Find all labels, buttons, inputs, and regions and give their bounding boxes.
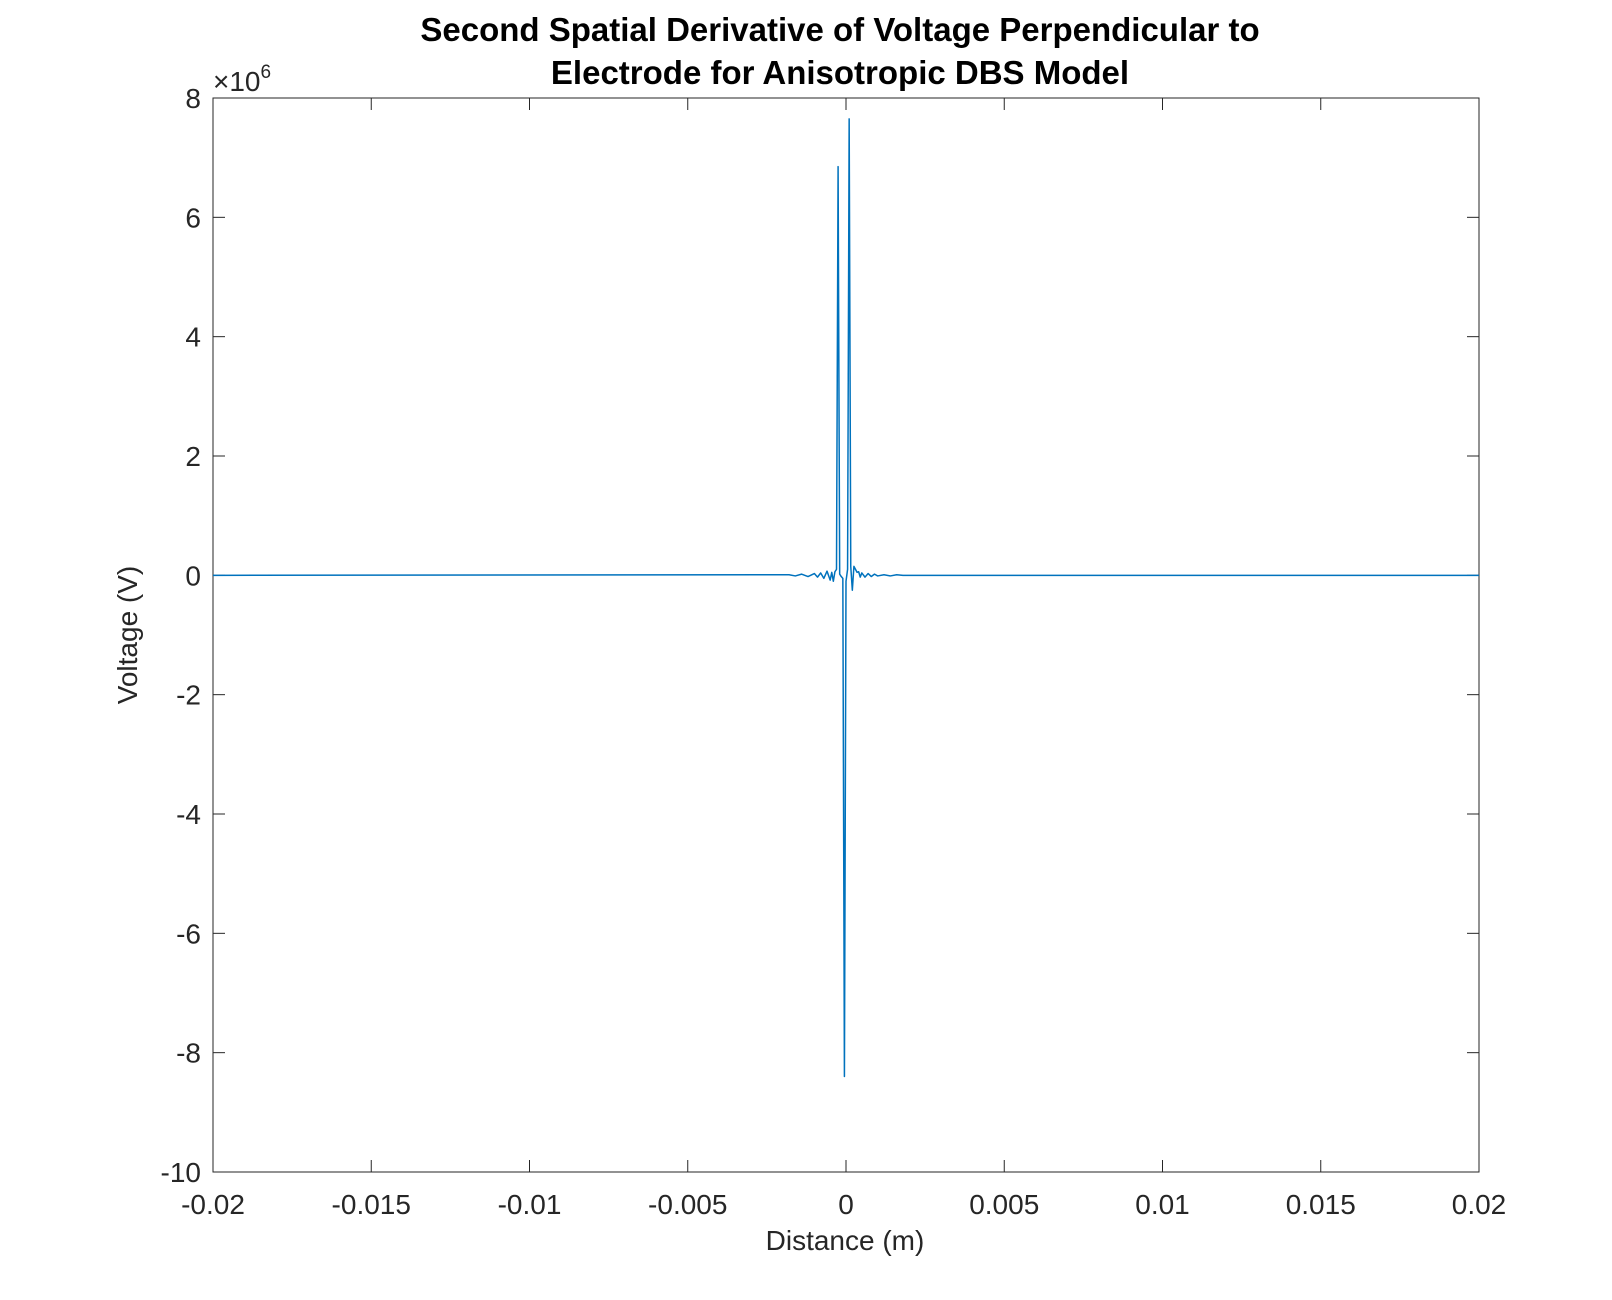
x-axis-label: Distance (m) [766, 1225, 925, 1256]
y-tick-label: 6 [185, 202, 201, 233]
x-tick-label: -0.01 [498, 1189, 562, 1220]
y-tick-label: 2 [185, 441, 201, 472]
chart-title-line-1: Second Spatial Derivative of Voltage Per… [420, 11, 1259, 48]
x-ticks: -0.02 -0.015 -0.01 -0.005 0 0.005 0.01 0.015 0.0… [181, 98, 1506, 1220]
y-axis-exponent-base: ×10 [213, 66, 261, 97]
x-tick-label: -0.005 [648, 1189, 727, 1220]
x-tick-label: 0.015 [1286, 1189, 1356, 1220]
x-tick-label: -0.015 [332, 1189, 411, 1220]
y-tick-label: -2 [176, 680, 201, 711]
x-tick-label: 0.005 [969, 1189, 1039, 1220]
x-tick-label: 0 [838, 1189, 854, 1220]
x-tick-label: 0.02 [1452, 1189, 1507, 1220]
series-line [212, 118, 1479, 1078]
y-tick-label: -4 [176, 799, 201, 830]
y-tick-label: -10 [161, 1157, 201, 1188]
y-tick-label: -6 [176, 918, 201, 949]
chart-title-line-2: Electrode for Anisotropic DBS Model [551, 54, 1129, 91]
plot-area: -0.02 -0.015 -0.01 -0.005 0 0.005 0.01 0.015 0.0… [161, 83, 1507, 1220]
y-axis-label: Voltage (V) [112, 566, 143, 705]
y-axis-exponent-power: 6 [261, 62, 272, 83]
x-tick-label: 0.01 [1135, 1189, 1190, 1220]
y-tick-label: -8 [176, 1038, 201, 1069]
y-tick-label: 8 [185, 83, 201, 114]
y-tick-label: 0 [185, 560, 201, 591]
x-tick-label: -0.02 [181, 1189, 245, 1220]
y-tick-label: 4 [185, 322, 201, 353]
y-axis-exponent: ×106 [213, 62, 271, 97]
